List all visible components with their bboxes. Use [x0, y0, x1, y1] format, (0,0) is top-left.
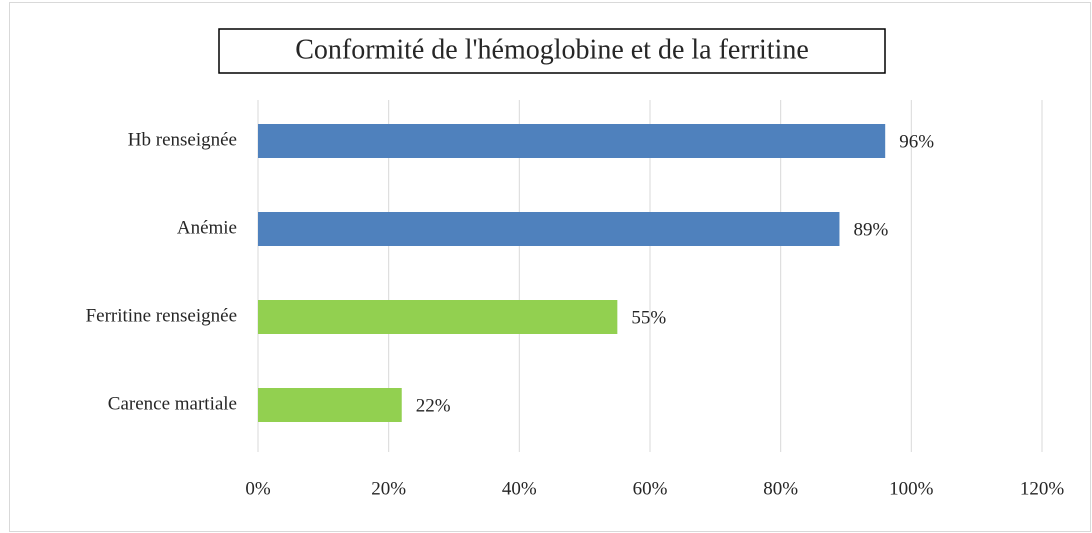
- y-tick-label: Hb renseignée: [128, 129, 237, 150]
- chart-title: Conformité de l'hémoglobine et de la fer…: [295, 34, 809, 65]
- y-tick-label: Anémie: [177, 217, 237, 238]
- data-label: 89%: [853, 219, 888, 240]
- bar: [258, 388, 402, 422]
- y-tick-label: Carence martiale: [108, 393, 237, 414]
- x-tick-label: 20%: [371, 478, 406, 499]
- data-label: 96%: [899, 131, 934, 152]
- x-tick-label: 100%: [889, 478, 934, 499]
- title-box: [218, 28, 886, 74]
- bar: [258, 124, 886, 158]
- bar: [258, 212, 840, 246]
- y-tick-label: Ferritine renseignée: [86, 305, 237, 326]
- chart-border: [9, 2, 1091, 532]
- bar: [258, 300, 618, 334]
- x-tick-label: 0%: [245, 478, 271, 499]
- x-tick-label: 60%: [633, 478, 668, 499]
- x-tick-label: 40%: [502, 478, 537, 499]
- x-tick-label: 120%: [1020, 478, 1065, 499]
- data-label: 22%: [416, 395, 451, 416]
- x-tick-label: 80%: [763, 478, 798, 499]
- data-label: 55%: [631, 307, 666, 328]
